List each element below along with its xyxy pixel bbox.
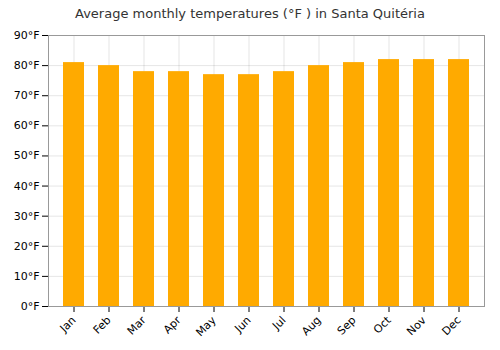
svg-text:Jan: Jan [57,314,79,336]
svg-text:40°F: 40°F [14,180,40,193]
svg-text:20°F: 20°F [14,240,40,253]
svg-text:50°F: 50°F [14,149,40,162]
svg-text:Aug: Aug [299,314,323,338]
svg-text:Apr: Apr [161,313,184,336]
svg-text:Mar: Mar [125,313,149,337]
svg-text:Nov: Nov [404,313,429,338]
svg-text:90°F: 90°F [14,29,40,42]
svg-text:80°F: 80°F [14,59,40,72]
svg-text:30°F: 30°F [14,210,40,223]
html-text:Average monthly temperatures (: Average monthly temperatures (°F ) in Sa… [75,6,425,21]
svg-text:May: May [193,313,219,339]
svg-text:0°F: 0°F [21,300,40,313]
svg-text:Jun: Jun [232,314,254,336]
svg-text:Oct: Oct [371,313,394,336]
svg-text:70°F: 70°F [14,89,40,102]
svg-text:Jul: Jul [269,314,288,333]
svg-text:60°F: 60°F [14,119,40,132]
svg-text:Dec: Dec [439,314,463,338]
svg-text:10°F: 10°F [14,270,40,283]
svg-text:Sep: Sep [335,314,359,338]
svg-text:Feb: Feb [91,314,114,337]
